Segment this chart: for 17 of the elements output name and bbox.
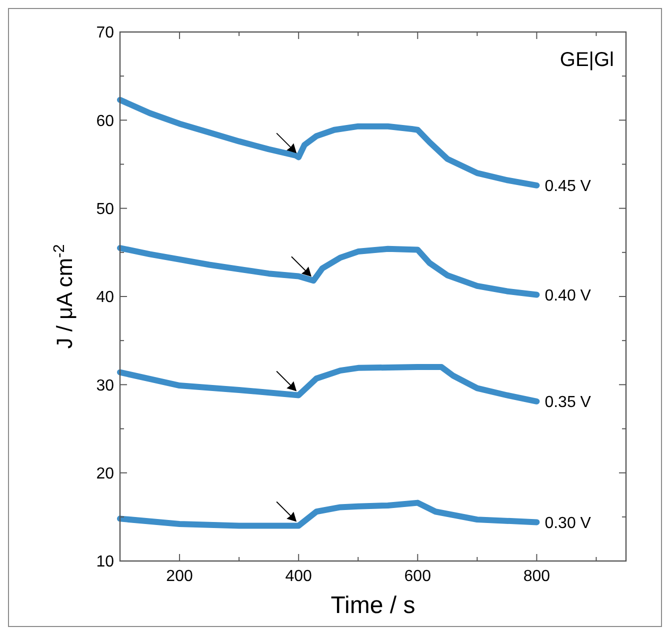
x-tick-label: 600 xyxy=(404,568,432,585)
y-tick-label: 10 xyxy=(96,554,114,571)
series-label: 0.45 V xyxy=(544,178,592,196)
y-tick-label: 50 xyxy=(96,200,114,218)
y-tick-label: 30 xyxy=(96,377,114,394)
y-tick-label: 70 xyxy=(96,24,114,42)
series-label: 0.35 V xyxy=(544,394,592,412)
annotation: GE|Gl xyxy=(560,49,614,71)
y-tick-label: 60 xyxy=(96,112,114,130)
y-tick-label: 40 xyxy=(96,289,114,306)
x-tick-label: 800 xyxy=(523,568,550,585)
x-tick-label: 200 xyxy=(166,568,193,585)
series-label: 0.40 V xyxy=(544,287,592,304)
series-label: 0.30 V xyxy=(544,514,592,532)
x-axis-title: Time / s xyxy=(330,592,416,619)
x-tick-label: 400 xyxy=(285,568,312,585)
y-tick-label: 20 xyxy=(96,465,114,482)
